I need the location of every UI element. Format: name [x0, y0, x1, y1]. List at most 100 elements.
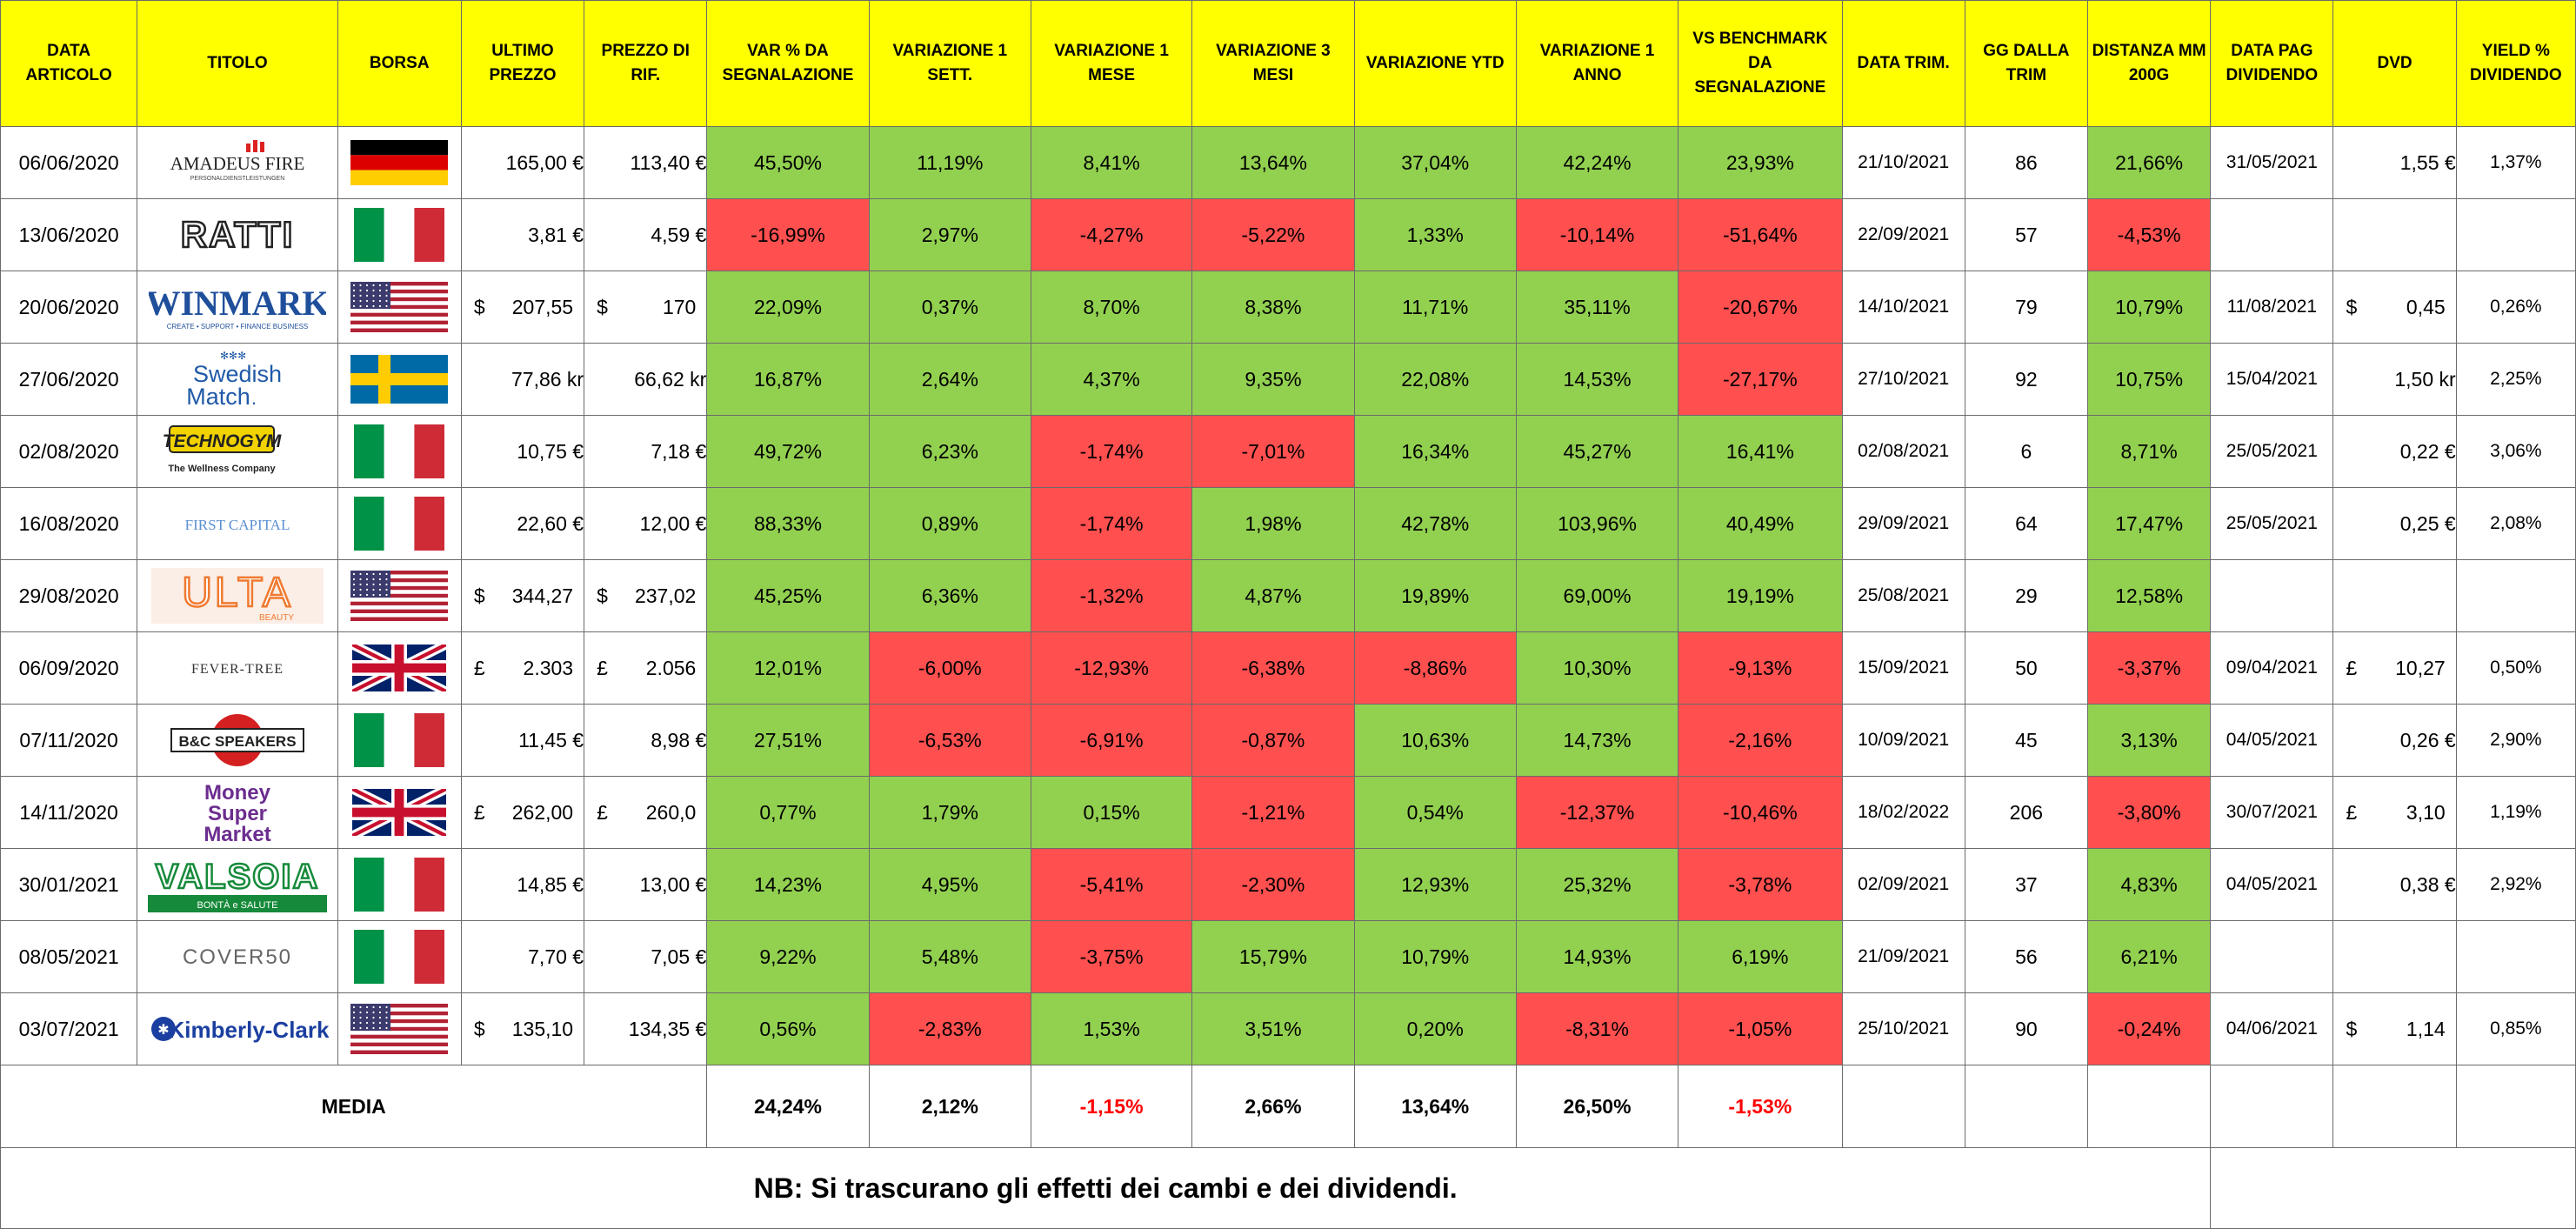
col-data-trim-header: DATA TRIM. — [1841, 0, 1965, 127]
var-ytd-cell: -8,86% — [1353, 631, 1517, 705]
svg-text:ULTA: ULTA — [182, 570, 293, 616]
last-price-cell: 3,81 € — [460, 198, 585, 271]
vs-benchmark-cell: -3,78% — [1678, 848, 1843, 921]
italy-flag-icon — [338, 858, 461, 912]
svg-text:B&C SPEAKERS: B&C SPEAKERS — [178, 733, 296, 750]
date-cell: 29/08/2020 — [0, 559, 138, 632]
swedish-match-logo: ✻✻✻ Swedish Match. — [137, 347, 337, 411]
average-var-1-sett-cell: 2,12% — [868, 1065, 1031, 1148]
svg-text:.: . — [251, 387, 257, 409]
var-cell: 12,01% — [706, 631, 870, 705]
vs-benchmark-cell: 19,19% — [1678, 559, 1843, 632]
var-1-sett-cell: 1,79% — [868, 776, 1031, 849]
dividend-date-cell: 30/07/2021 — [2210, 776, 2334, 849]
var-ytd-cell: 10,79% — [1353, 920, 1517, 993]
var-1-mese-cell: 8,70% — [1030, 271, 1193, 344]
dividend-cell: $0,45 — [2332, 271, 2457, 344]
date-cell: 16/08/2020 — [0, 487, 138, 560]
company-logo-cell: Money Super Market — [137, 776, 338, 849]
exchange-flag-cell — [337, 776, 462, 849]
svg-text:FIRST CAPITAL: FIRST CAPITAL — [185, 517, 290, 533]
last-price-cell-currency: £ — [473, 656, 485, 679]
trim-date-cell: 22/09/2021 — [1841, 198, 1965, 271]
empty-cell — [2210, 1147, 2576, 1229]
exchange-flag-cell — [337, 415, 462, 488]
dividend-date-cell: 09/04/2021 — [2210, 631, 2334, 705]
ref-price-cell: 134,35 € — [584, 992, 708, 1065]
average-var-3-mesi-cell: 2,66% — [1191, 1065, 1355, 1148]
ref-price-cell: 12,00 € — [584, 487, 708, 560]
moneysupermarket-logo: Money Super Market — [137, 780, 337, 845]
var-3-mesi-cell: -1,21% — [1191, 776, 1355, 849]
var-1-mese-cell: -1,74% — [1030, 487, 1193, 560]
ref-price-cell-amount: 2.056 — [645, 656, 697, 679]
ref-price-cell: 113,40 € — [584, 126, 708, 199]
yield-cell — [2455, 559, 2576, 632]
uk-flag-icon — [338, 789, 461, 836]
days-since-trim-cell: 56 — [1964, 920, 2088, 993]
last-price-cell: $344,27 — [460, 559, 585, 632]
dividend-date-cell: 25/05/2021 — [2210, 415, 2334, 488]
company-logo-cell: TECHNOGYM The Wellness Company — [137, 415, 338, 488]
var-ytd-cell: 0,54% — [1353, 776, 1517, 849]
yield-cell: 2,25% — [2455, 343, 2576, 416]
last-price-cell: $135,10 — [460, 992, 585, 1065]
col-var-segnalazione-header: VAR % DA SEGNALAZIONE — [706, 0, 870, 127]
bc-speakers-logo: B&C SPEAKERS — [137, 711, 337, 769]
distance-mm200-cell: -4,53% — [2086, 198, 2212, 271]
col-yield-header: YIELD % DIVIDENDO — [2455, 0, 2576, 127]
dividend-cell-currency: £ — [2346, 656, 2358, 679]
var-ytd-cell: 11,71% — [1353, 271, 1517, 344]
table-row: 30/01/2021 VALSOIA BONTÀ e SALUTE 14,85 €13… — [0, 848, 2576, 921]
italy-flag-icon — [338, 930, 461, 984]
dividend-cell: £3,10 — [2332, 776, 2457, 849]
col-prezzo-rif-header: PREZZO DI RIF. — [584, 0, 708, 127]
ratti-logo: RATTI — [137, 210, 337, 259]
var-1-sett-cell: -6,00% — [868, 631, 1031, 705]
yield-cell: 0,26% — [2455, 271, 2576, 344]
exchange-flag-cell — [337, 920, 462, 993]
empty-cell — [2086, 1065, 2212, 1148]
company-logo-cell: FEVER-TREE — [137, 631, 338, 705]
var-1-sett-cell: 2,64% — [868, 343, 1031, 416]
var-1-sett-cell: 11,19% — [868, 126, 1031, 199]
col-var-1-mese-header: VARIAZIONE 1 MESE — [1030, 0, 1193, 127]
var-3-mesi-cell: 13,64% — [1191, 126, 1355, 199]
yield-cell: 0,85% — [2455, 992, 2576, 1065]
var-3-mesi-cell: -5,22% — [1191, 198, 1355, 271]
company-logo-cell: COVER50 — [137, 920, 338, 993]
days-since-trim-cell: 64 — [1964, 487, 2088, 560]
vs-benchmark-cell: 40,49% — [1678, 487, 1843, 560]
svg-text:FEVER-TREE: FEVER-TREE — [191, 662, 284, 677]
var-ytd-cell: 19,89% — [1353, 559, 1517, 632]
date-cell: 06/06/2020 — [0, 126, 138, 199]
svg-text:TECHNOGYM: TECHNOGYM — [163, 431, 282, 451]
note-row: NB: Si trascurano gli effetti dei cambi … — [0, 1147, 2576, 1229]
average-var-1-anno-cell: 26,50% — [1515, 1065, 1679, 1148]
date-cell: 03/07/2021 — [0, 992, 138, 1065]
distance-mm200-cell: 4,83% — [2086, 848, 2212, 921]
dividend-cell-amount: 10,27 — [2395, 656, 2446, 679]
dividend-date-cell: 04/06/2021 — [2210, 992, 2334, 1065]
last-price-cell: 77,86 kr — [460, 343, 585, 416]
empty-cell — [2455, 1065, 2576, 1148]
svg-text:The Wellness Company: The Wellness Company — [168, 464, 276, 474]
var-3-mesi-cell: 4,87% — [1191, 559, 1355, 632]
yield-cell: 2,92% — [2455, 848, 2576, 921]
var-1-anno-cell: 103,96% — [1515, 487, 1679, 560]
distance-mm200-cell: 3,13% — [2086, 704, 2212, 777]
ref-price-cell-amount: 170 — [662, 295, 697, 318]
ref-price-cell-currency: $ — [597, 584, 608, 607]
vs-benchmark-cell: 16,41% — [1678, 415, 1843, 488]
var-ytd-cell: 1,33% — [1353, 198, 1517, 271]
days-since-trim-cell: 45 — [1964, 704, 2088, 777]
yield-cell: 0,50% — [2455, 631, 2576, 705]
trim-date-cell: 21/10/2021 — [1841, 126, 1965, 199]
company-logo-cell: WINMARK CREATE • SUPPORT • FINANCE BUSINE… — [137, 271, 338, 344]
header-row: DATA ARTICOLO TITOLO BORSA ULTIMO PREZZO PRE… — [0, 0, 2576, 127]
date-cell: 30/01/2021 — [0, 848, 138, 921]
table-row: 06/06/2020 AMADEUS FIRE PERSONALDIENSTLE… — [0, 126, 2576, 199]
var-1-anno-cell: -8,31% — [1515, 992, 1679, 1065]
svg-text:✱: ✱ — [157, 1021, 169, 1038]
vs-benchmark-cell: -27,17% — [1678, 343, 1843, 416]
